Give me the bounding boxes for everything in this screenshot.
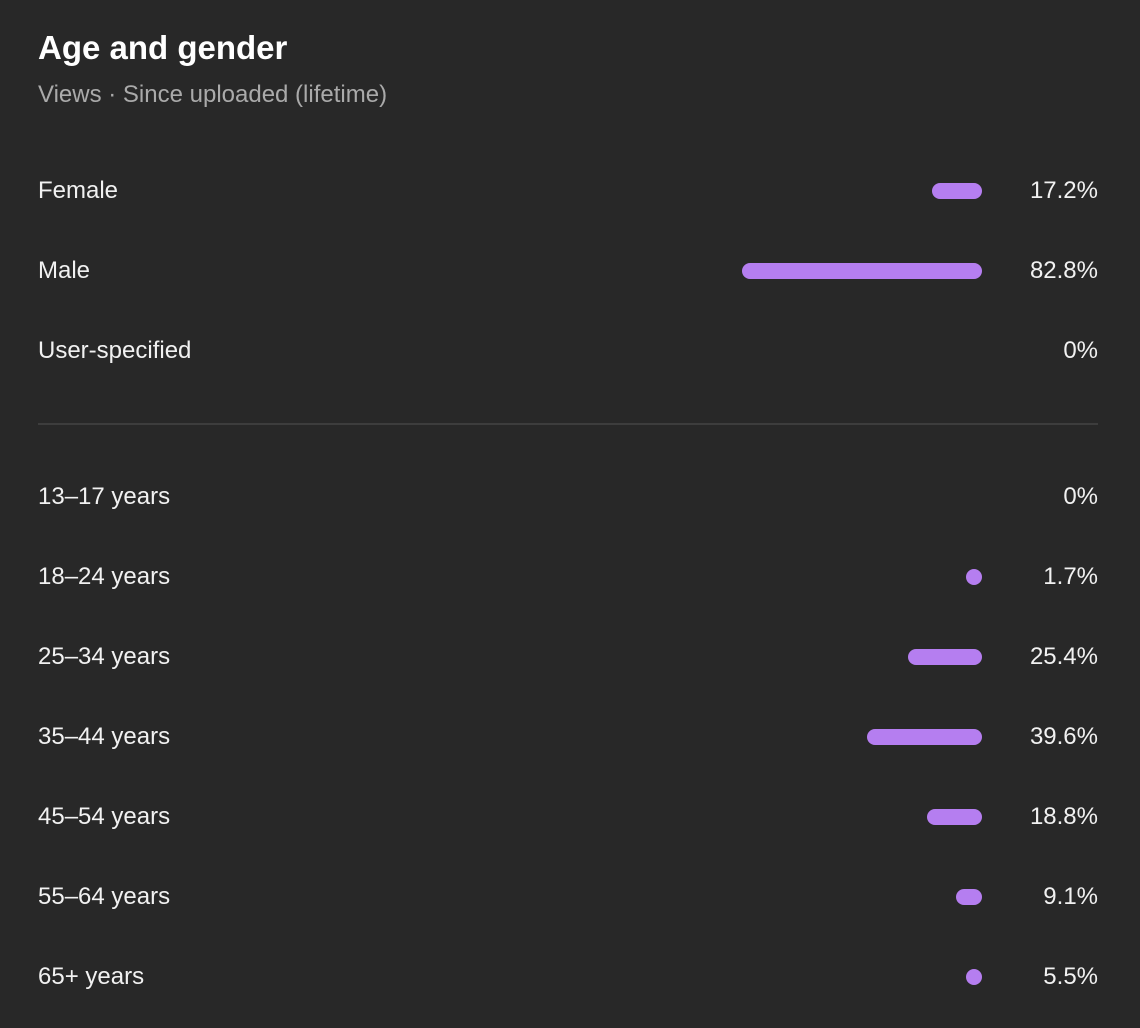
row-value: 82.8%	[1029, 257, 1098, 284]
section-divider	[38, 423, 1098, 425]
percentage-bar	[956, 889, 982, 905]
age-row-55-64: 55–64 years 9.1%	[38, 858, 1098, 938]
row-label: 65+ years	[38, 963, 145, 990]
percentage-bar	[867, 729, 982, 745]
row-label: 25–34 years	[38, 643, 171, 670]
row-label: 35–44 years	[38, 723, 171, 750]
percentage-bar	[966, 569, 982, 585]
card-title: Age and gender	[38, 29, 288, 66]
age-row-65-plus: 65+ years 5.5%	[38, 938, 1098, 1018]
row-value: 39.6%	[1029, 723, 1098, 750]
percentage-bar	[742, 263, 982, 279]
age-row-35-44: 35–44 years 39.6%	[38, 698, 1098, 778]
row-label: Male	[38, 257, 91, 284]
row-label: 45–54 years	[38, 803, 171, 830]
gender-row-female: Female 17.2%	[38, 152, 1098, 232]
row-value: 18.8%	[1029, 803, 1098, 830]
row-label: 13–17 years	[38, 483, 171, 510]
row-value: 5.5%	[1043, 963, 1098, 990]
row-value: 0%	[1063, 483, 1098, 510]
row-value: 9.1%	[1043, 883, 1098, 910]
row-value: 1.7%	[1043, 563, 1098, 590]
percentage-bar	[927, 809, 982, 825]
percentage-bar	[932, 183, 982, 199]
gender-breakdown: Female 17.2% Male 82.8% User-specified 0…	[38, 152, 1098, 392]
age-row-25-34: 25–34 years 25.4%	[38, 618, 1098, 698]
percentage-bar	[966, 969, 982, 985]
row-label: 55–64 years	[38, 883, 171, 910]
age-row-18-24: 18–24 years 1.7%	[38, 538, 1098, 618]
percentage-bar	[908, 649, 982, 665]
row-value: 25.4%	[1029, 643, 1098, 670]
gender-row-user-specified: User-specified 0%	[38, 312, 1098, 392]
age-row-45-54: 45–54 years 18.8%	[38, 778, 1098, 858]
gender-row-male: Male 82.8%	[38, 232, 1098, 312]
row-label: 18–24 years	[38, 563, 171, 590]
row-value: 0%	[1063, 337, 1098, 364]
card-subtitle: Views · Since uploaded (lifetime)	[38, 81, 388, 108]
age-breakdown: 13–17 years 0% 18–24 years 1.7% 25–34 ye…	[38, 458, 1098, 1018]
row-label: User-specified	[38, 337, 192, 364]
row-label: Female	[38, 177, 119, 204]
row-value: 17.2%	[1029, 177, 1098, 204]
age-row-13-17: 13–17 years 0%	[38, 458, 1098, 538]
